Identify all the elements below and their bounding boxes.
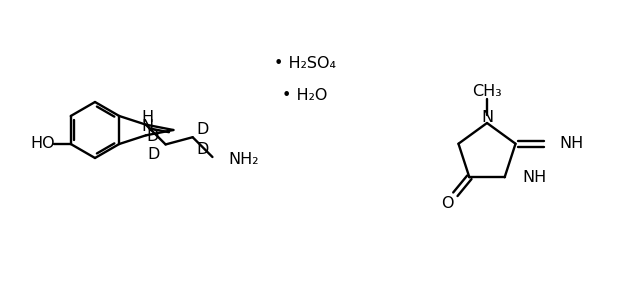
Text: D: D bbox=[196, 122, 209, 137]
Text: NH₂: NH₂ bbox=[228, 151, 259, 166]
Text: D: D bbox=[147, 147, 160, 162]
Text: N: N bbox=[481, 111, 493, 126]
Text: D: D bbox=[196, 142, 209, 157]
Text: • H₂O: • H₂O bbox=[282, 88, 328, 103]
Text: NH: NH bbox=[559, 136, 584, 151]
Text: NH: NH bbox=[523, 170, 547, 185]
Text: D: D bbox=[147, 129, 159, 144]
Text: HO: HO bbox=[31, 137, 55, 151]
Text: N: N bbox=[142, 119, 154, 134]
Text: H: H bbox=[142, 110, 154, 125]
Text: • H₂SO₄: • H₂SO₄ bbox=[274, 56, 336, 71]
Text: CH₃: CH₃ bbox=[472, 84, 502, 98]
Text: O: O bbox=[441, 196, 454, 211]
